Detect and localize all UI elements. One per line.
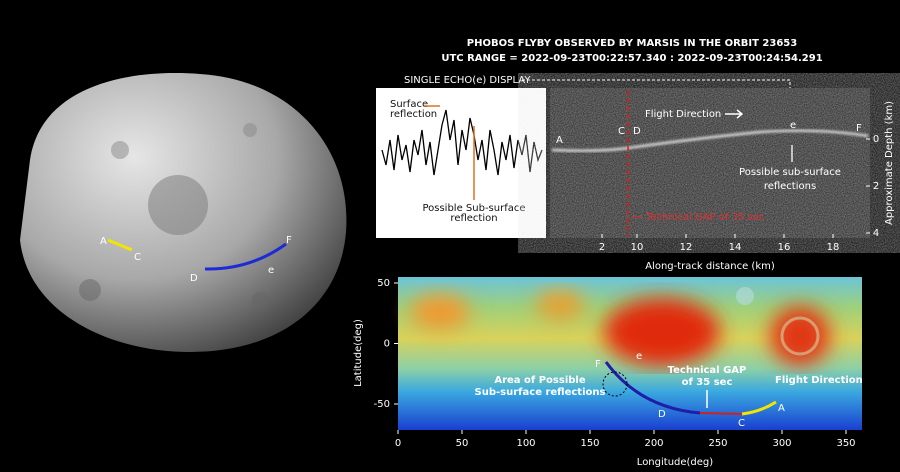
y-axis-label: Latitude(deg) <box>353 319 364 387</box>
annotation: reflections <box>764 181 816 192</box>
annotation: Area of Possible <box>494 375 586 386</box>
map <box>398 277 862 430</box>
echo-waveform <box>381 109 543 176</box>
y-tick-label: 4 <box>873 228 879 239</box>
y-tick-label: -50 <box>374 399 390 410</box>
x-tick-label: 12 <box>680 242 693 253</box>
phobos-image: A C D e F <box>20 73 347 353</box>
y-tick-label: 2 <box>873 181 879 192</box>
y-tick-label: 50 <box>377 278 390 289</box>
track-label: D <box>658 409 666 420</box>
track-label: e <box>636 351 642 362</box>
track-label: F <box>595 359 601 370</box>
track-label: C <box>738 418 745 429</box>
track-label: F <box>286 235 292 246</box>
track-label: A <box>556 135 563 146</box>
x-tick-label: 18 <box>827 242 840 253</box>
y-tick-label: 0 <box>384 339 390 350</box>
track-yellow <box>741 400 777 416</box>
track-label: C <box>618 126 625 137</box>
surface-echo <box>551 129 869 152</box>
x-axis-label: Along-track distance (km) <box>645 261 775 272</box>
flight-direction: Flight Direction <box>645 109 721 120</box>
gap-label: Technical GAP of 35 sec <box>645 212 764 223</box>
annotation: Technical GAP <box>668 365 747 376</box>
subtitle: UTC RANGE = 2022-09-23T00:22:57.340 : 20… <box>441 53 822 64</box>
annotation: Sub-surface reflections <box>475 387 606 398</box>
arrow <box>725 109 744 119</box>
track-label: C <box>134 252 141 263</box>
track-label: e <box>268 265 274 276</box>
track-label: F <box>856 123 862 134</box>
x-tick-label: 150 <box>580 438 599 449</box>
x-tick-label: 14 <box>729 242 742 253</box>
connector <box>522 79 791 118</box>
track-label: A <box>100 236 107 247</box>
track-label: A <box>778 403 785 414</box>
echo-annotation: Possible Sub-surface <box>422 203 525 214</box>
title: PHOBOS FLYBY OBSERVED BY MARSIS IN THE O… <box>467 38 797 49</box>
echo-annotation: Surface <box>390 99 428 110</box>
x-tick-label: 0 <box>395 438 401 449</box>
x-tick-label: 50 <box>456 438 469 449</box>
annotation: of 35 sec <box>682 377 733 388</box>
annotation: Possible sub-surface <box>739 167 841 178</box>
x-tick-label: 2 <box>599 242 605 253</box>
y-axis-label: Approximate Depth (km) <box>884 101 895 225</box>
area-circle <box>602 371 628 397</box>
y-tick-label: 0 <box>873 134 879 145</box>
x-tick-label: 100 <box>516 438 535 449</box>
x-tick-label: 250 <box>708 438 727 449</box>
flight-direction: Flight Direction <box>775 375 863 386</box>
echo-title: SINGLE ECHO(e) DISPLAY <box>404 75 531 86</box>
echo-panel <box>376 88 546 238</box>
track-label: D <box>633 126 641 137</box>
x-tick-label: 10 <box>631 242 644 253</box>
echo-annotation: reflection <box>450 213 497 224</box>
track-gap <box>699 412 743 415</box>
x-tick-label: 300 <box>772 438 791 449</box>
x-axis-label: Longitude(deg) <box>637 457 713 468</box>
track-label: e <box>790 120 796 131</box>
x-tick-label: 16 <box>778 242 791 253</box>
track-blue <box>604 361 701 415</box>
echo-annotation: reflection <box>390 109 437 120</box>
track-label: D <box>190 273 198 284</box>
x-tick-label: 200 <box>644 438 663 449</box>
x-tick-label: 350 <box>836 438 855 449</box>
radargram-noise <box>550 88 870 238</box>
